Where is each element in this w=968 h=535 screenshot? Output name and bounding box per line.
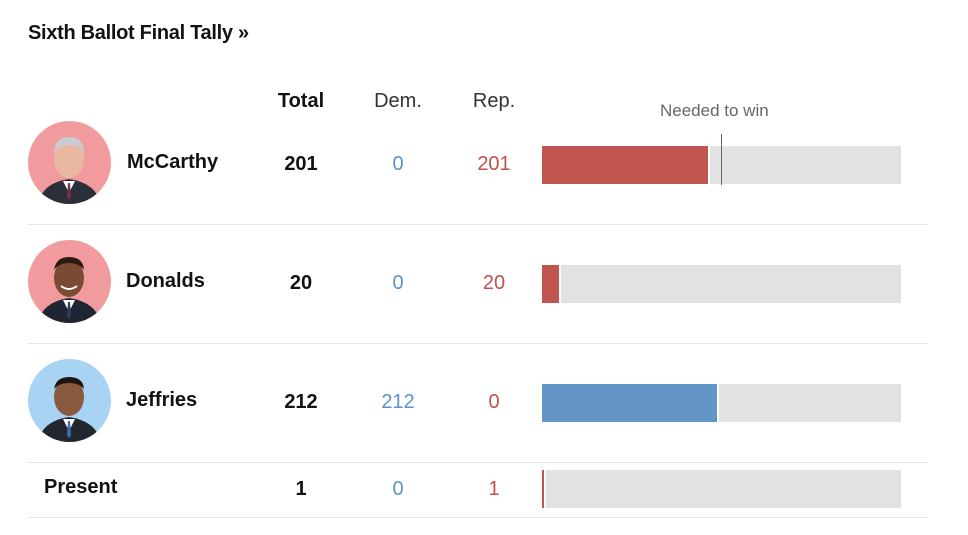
page-title[interactable]: Sixth Ballot Final Tally »: [28, 22, 249, 44]
candidate-name: McCarthy: [127, 151, 219, 173]
total-votes: 20: [289, 272, 313, 294]
header-rep: Rep.: [472, 90, 516, 112]
vote-bar: [542, 384, 901, 422]
table-row-jeffries: Jeffries 212 212 0: [28, 343, 928, 463]
vote-bar-separator: [708, 146, 710, 184]
header-total: Total: [277, 90, 325, 112]
vote-bar-fill: [542, 470, 544, 508]
needed-to-win-label: Needed to win: [660, 101, 769, 120]
vote-bar-separator: [717, 384, 719, 422]
vote-bar: [542, 265, 901, 303]
rep-votes: 20: [482, 272, 506, 294]
vote-bar-fill: [542, 146, 708, 184]
vote-bar-fill: [542, 265, 559, 303]
candidate-name: Jeffries: [126, 389, 198, 411]
dem-votes: 212: [381, 391, 415, 413]
vote-bar: [542, 470, 901, 508]
needed-to-win-marker: [721, 134, 722, 185]
dem-votes: 0: [392, 272, 404, 294]
total-votes: 1: [295, 478, 307, 500]
rep-votes: 201: [477, 153, 511, 175]
rep-votes: 1: [488, 478, 500, 500]
header-dem: Dem.: [374, 90, 422, 112]
table-row-donalds: Donalds 20 0 20: [28, 224, 928, 344]
vote-bar-separator: [559, 265, 561, 303]
dem-votes: 0: [392, 153, 404, 175]
candidate-name: Present: [44, 476, 118, 498]
table-row-present: Present 1 0 1: [28, 462, 928, 518]
jeffries-avatar: [28, 359, 111, 442]
rep-votes: 0: [488, 391, 500, 413]
candidate-name: Donalds: [126, 270, 205, 292]
total-votes: 201: [284, 153, 318, 175]
total-votes: 212: [284, 391, 318, 413]
table-row-mccarthy: McCarthy 201 0 201: [28, 119, 928, 225]
vote-bar-fill: [542, 384, 717, 422]
mccarthy-avatar: [28, 121, 111, 204]
dem-votes: 0: [392, 478, 404, 500]
vote-bar-separator: [544, 470, 546, 508]
donalds-avatar: [28, 240, 111, 323]
